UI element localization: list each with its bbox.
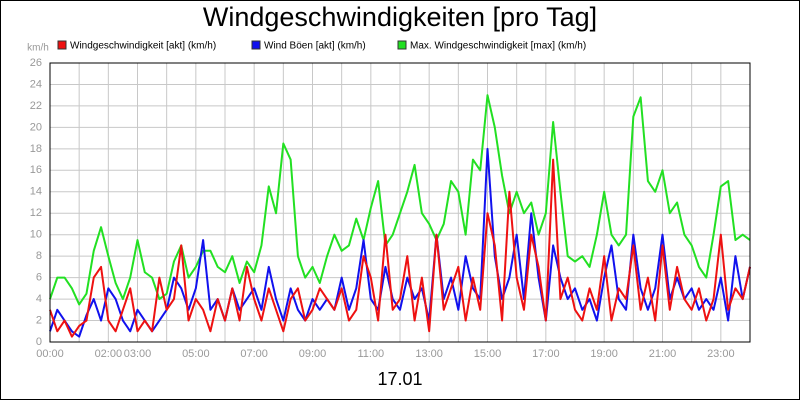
x-tick-label: 05:00 [182,348,210,360]
y-tick-label: 22 [30,100,42,112]
y-tick-label: 20 [30,121,42,133]
x-tick-label: 17:00 [532,348,560,360]
y-tick-label: 0 [36,336,42,348]
y-tick-label: 2 [36,314,42,326]
legend-swatch [57,40,67,50]
x-tick-label: 07:00 [240,348,268,360]
x-tick-label: 21:00 [649,348,677,360]
legend-label: Max. Windgeschwindigkeit [max] (km/h) [410,41,586,52]
x-tick-label: 09:00 [299,348,327,360]
x-tick-label: 23:00 [707,348,735,360]
x-tick-label: 19:00 [590,348,618,360]
x-tick-label: 15:00 [474,348,502,360]
x-tick-label: 02:00 [95,348,123,360]
legend-swatch [251,40,261,50]
y-tick-label: 26 [30,57,42,69]
legend-label: Windgeschwindigkeit [akt] (km/h) [70,41,216,52]
series-line [49,158,751,338]
x-label: 17.01 [377,369,422,389]
chart-title: Windgeschwindigkeiten [pro Tag] [203,2,597,32]
series-line [49,94,751,306]
x-tick-label: 11:00 [357,348,384,360]
y-tick-label: 16 [30,164,42,176]
plot-border [49,62,751,343]
y-tick-label: 14 [30,186,42,198]
y-tick-label: 18 [30,143,42,155]
y-tick-label: 8 [36,250,42,262]
x-tick-label: 03:00 [124,348,152,360]
y-unit: km/h [27,43,49,54]
x-tick-label: 13:00 [415,348,443,360]
legend-label: Wind Böen [akt] (km/h) [264,41,366,52]
y-tick-label: 6 [36,272,42,284]
x-tick-label: 00:00 [36,348,64,360]
y-tick-label: 12 [30,207,42,219]
y-tick-label: 24 [30,78,42,90]
y-tick-label: 10 [30,229,42,241]
legend-swatch [397,40,407,50]
y-tick-label: 4 [36,293,42,305]
